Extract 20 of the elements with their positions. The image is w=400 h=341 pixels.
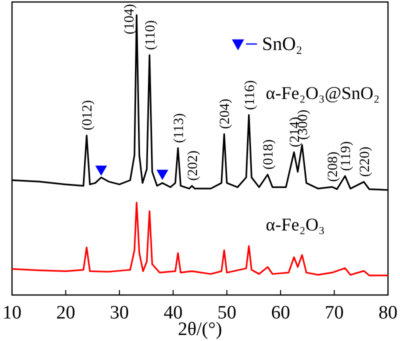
annotation: (208) — [326, 151, 342, 182]
x-tick-label: 30 — [110, 302, 129, 324]
series-label: α-Fe₂O₃@SnO₂ — [266, 83, 380, 103]
x-tick-label: 10 — [2, 302, 22, 324]
annotation: (116) — [242, 80, 258, 110]
annotation: (110) — [144, 20, 159, 50]
annotation: (104) — [122, 4, 138, 34]
annotation: (220) — [358, 146, 373, 177]
x-tick-label: 20 — [56, 302, 76, 324]
legend-label: SnO₂ — [262, 34, 302, 55]
annotation: (018) — [262, 138, 277, 170]
x-tick-label: 60 — [271, 302, 290, 324]
annotation: (204) — [218, 98, 234, 129]
x-tick-label: 70 — [324, 302, 344, 324]
annotation: (119) — [339, 140, 354, 171]
x-tick-label: 80 — [378, 302, 398, 324]
annotation: (012) — [80, 100, 96, 130]
annotation: (113) — [172, 112, 187, 143]
series-label: α-Fe₂O₃ — [266, 214, 325, 234]
annotation: (202) — [186, 150, 201, 181]
